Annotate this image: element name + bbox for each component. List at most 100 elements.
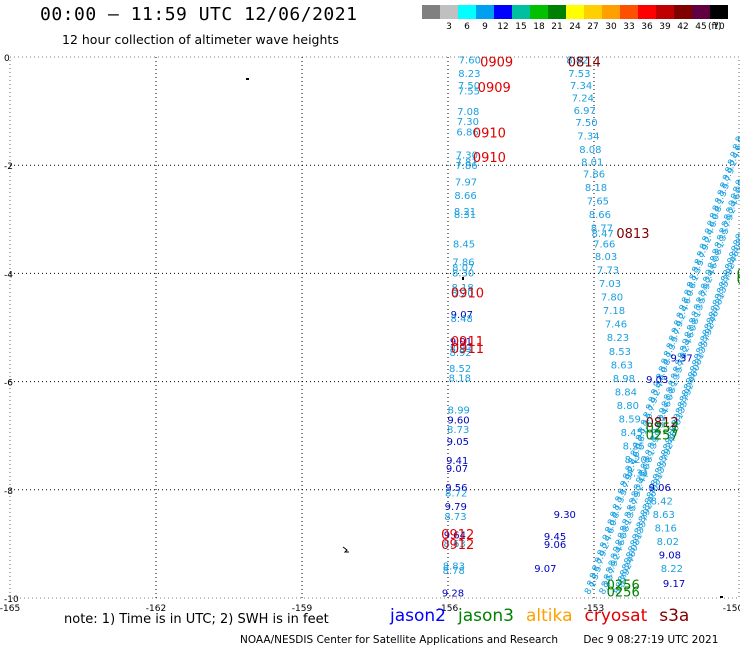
legend-bin: 70 — [710, 5, 728, 32]
legend-swatch — [440, 5, 458, 19]
time-label: 0812 — [646, 416, 679, 431]
wave-height-label: 9.60 — [447, 415, 469, 426]
legend-swatch-label: 33 — [623, 22, 635, 32]
swath-label: 8.8 — [730, 237, 740, 255]
time-label: 0909 — [480, 55, 513, 70]
wave-height-label: 8.01 — [581, 157, 603, 168]
wave-height-label: 9.41 — [446, 456, 468, 467]
legend-swatch — [566, 5, 584, 19]
legend-swatch — [710, 5, 728, 19]
island-marker — [342, 546, 349, 553]
legend-bin: 12 — [494, 5, 512, 32]
legend-bin: 27 — [584, 5, 602, 32]
swath-label: 8.0 — [729, 185, 740, 203]
wave-height-label: 8.82 — [566, 56, 588, 67]
wave-height-label: 8.48 — [451, 314, 473, 325]
legend-unit: (ft) — [708, 22, 722, 32]
legend-swatch-label: 9 — [482, 22, 488, 32]
wave-height-label: 7.30 — [457, 117, 479, 128]
wave-height-label: 8.83 — [443, 562, 465, 573]
wave-height-label: 7.30 — [456, 150, 478, 161]
legend-swatch-label: 12 — [497, 22, 509, 32]
legend-swatch-label: 21 — [551, 22, 563, 32]
wave-height-label: 8.07 — [452, 263, 474, 274]
time-label: 0911 — [451, 342, 484, 357]
footer-org: NOAA/NESDIS Center for Satellite Applica… — [240, 634, 558, 646]
wave-height-label: 8.18 — [585, 183, 607, 194]
wave-height-label: 7.65 — [587, 196, 609, 207]
wave-height-label: 8.18 — [449, 373, 471, 384]
note-text: note: 1) Time is in UTC; 2) SWH is in fe… — [64, 612, 329, 627]
wave-height-label: 8.47 — [592, 229, 614, 240]
wave-height-label: 9.37 — [670, 353, 692, 364]
wave-height-label: 7.53 — [568, 69, 590, 80]
wave-height-label: 8.02 — [657, 537, 679, 548]
time-label: 02 — [737, 267, 740, 282]
swath-label: 8.8 — [734, 127, 740, 145]
footer: NOAA/NESDIS Center for Satellite Applica… — [240, 634, 718, 646]
wave-height-label: 8.73 — [444, 512, 466, 523]
wave-height-label: 6.86 — [456, 128, 478, 139]
wave-height-label: 7.60 — [459, 56, 481, 67]
wave-height-label: 9.08 — [659, 551, 681, 562]
wave-height-label: 8.20 — [625, 455, 647, 466]
legend-swatch — [512, 5, 530, 19]
wave-height-label: 9.30 — [554, 510, 576, 521]
wave-height-label: 8.63 — [443, 539, 465, 550]
wave-height-legend: 3 6 9 12 15 18 21 24 27 30 33 36 39 42 45 70 — [422, 5, 728, 32]
lat-tick-label: -6 — [4, 379, 13, 389]
wave-height-label: 8.66 — [454, 191, 476, 202]
legend-bin: 3 — [440, 5, 458, 32]
time-label: 0257 — [646, 429, 679, 444]
wave-height-label: 9.79 — [445, 502, 467, 513]
legend-swatch — [620, 5, 638, 19]
lat-tick-label: -10 — [4, 595, 19, 605]
legend-bin: 33 — [620, 5, 638, 32]
legend-swatch — [638, 5, 656, 19]
wave-height-label: 9.64 — [444, 531, 466, 542]
wave-height-label: 8.78 — [443, 566, 465, 577]
swath-label: 8.8 — [732, 178, 740, 196]
wave-height-label: 9.06 — [544, 540, 566, 551]
lat-tick-label: 0 — [4, 54, 10, 64]
map-title: 00:00 – 11:59 UTC 12/06/2021 — [40, 4, 358, 25]
wave-height-label: 9.03 — [646, 375, 668, 386]
wave-height-label: 8.08 — [579, 145, 601, 156]
legend-swatch — [422, 5, 440, 19]
legend-swatch — [692, 5, 710, 19]
legend-swatch-label: 30 — [605, 22, 617, 32]
wave-height-label: 7.80 — [601, 293, 623, 304]
legend-bin: 24 — [566, 5, 584, 32]
legend-swatch-label: 27 — [587, 22, 599, 32]
wave-height-label: 8.20 — [451, 288, 473, 299]
legend-swatch — [674, 5, 692, 19]
time-label: 0257 — [646, 422, 679, 437]
wave-height-label: 8.92 — [449, 348, 471, 359]
wave-height-label: 7.50 — [575, 118, 597, 129]
legend-bin: 45 — [692, 5, 710, 32]
wave-height-label: 9.01 — [450, 337, 472, 348]
wave-height-label: 9.05 — [447, 437, 469, 448]
time-label: 0909 — [478, 81, 511, 96]
wave-height-label: 8.31 — [627, 468, 649, 479]
lat-tick-label: -2 — [4, 162, 13, 172]
legend-bin: 15 — [512, 5, 530, 32]
lon-tick-label: -156 — [438, 604, 459, 614]
wave-height-label: 8.18 — [452, 283, 474, 294]
legend-swatch-label: 18 — [533, 22, 545, 32]
legend-swatch-label: 45 — [695, 22, 707, 32]
wave-height-label: 8.77 — [591, 223, 613, 234]
wave-height-label: 8.42 — [651, 497, 673, 508]
legend-swatch-label: 3 — [446, 22, 452, 32]
wave-height-label: 7.03 — [599, 279, 621, 290]
lon-tick-label: -159 — [292, 604, 313, 614]
wave-height-label: 9.28 — [442, 589, 464, 600]
island-marker — [720, 596, 723, 598]
time-label: 0256 — [607, 586, 640, 601]
legend-bin — [422, 5, 440, 32]
lon-tick-label: -162 — [146, 604, 166, 614]
wave-height-label: 8.63 — [653, 510, 675, 521]
island-marker — [462, 277, 464, 280]
time-label: 0912 — [441, 528, 474, 543]
